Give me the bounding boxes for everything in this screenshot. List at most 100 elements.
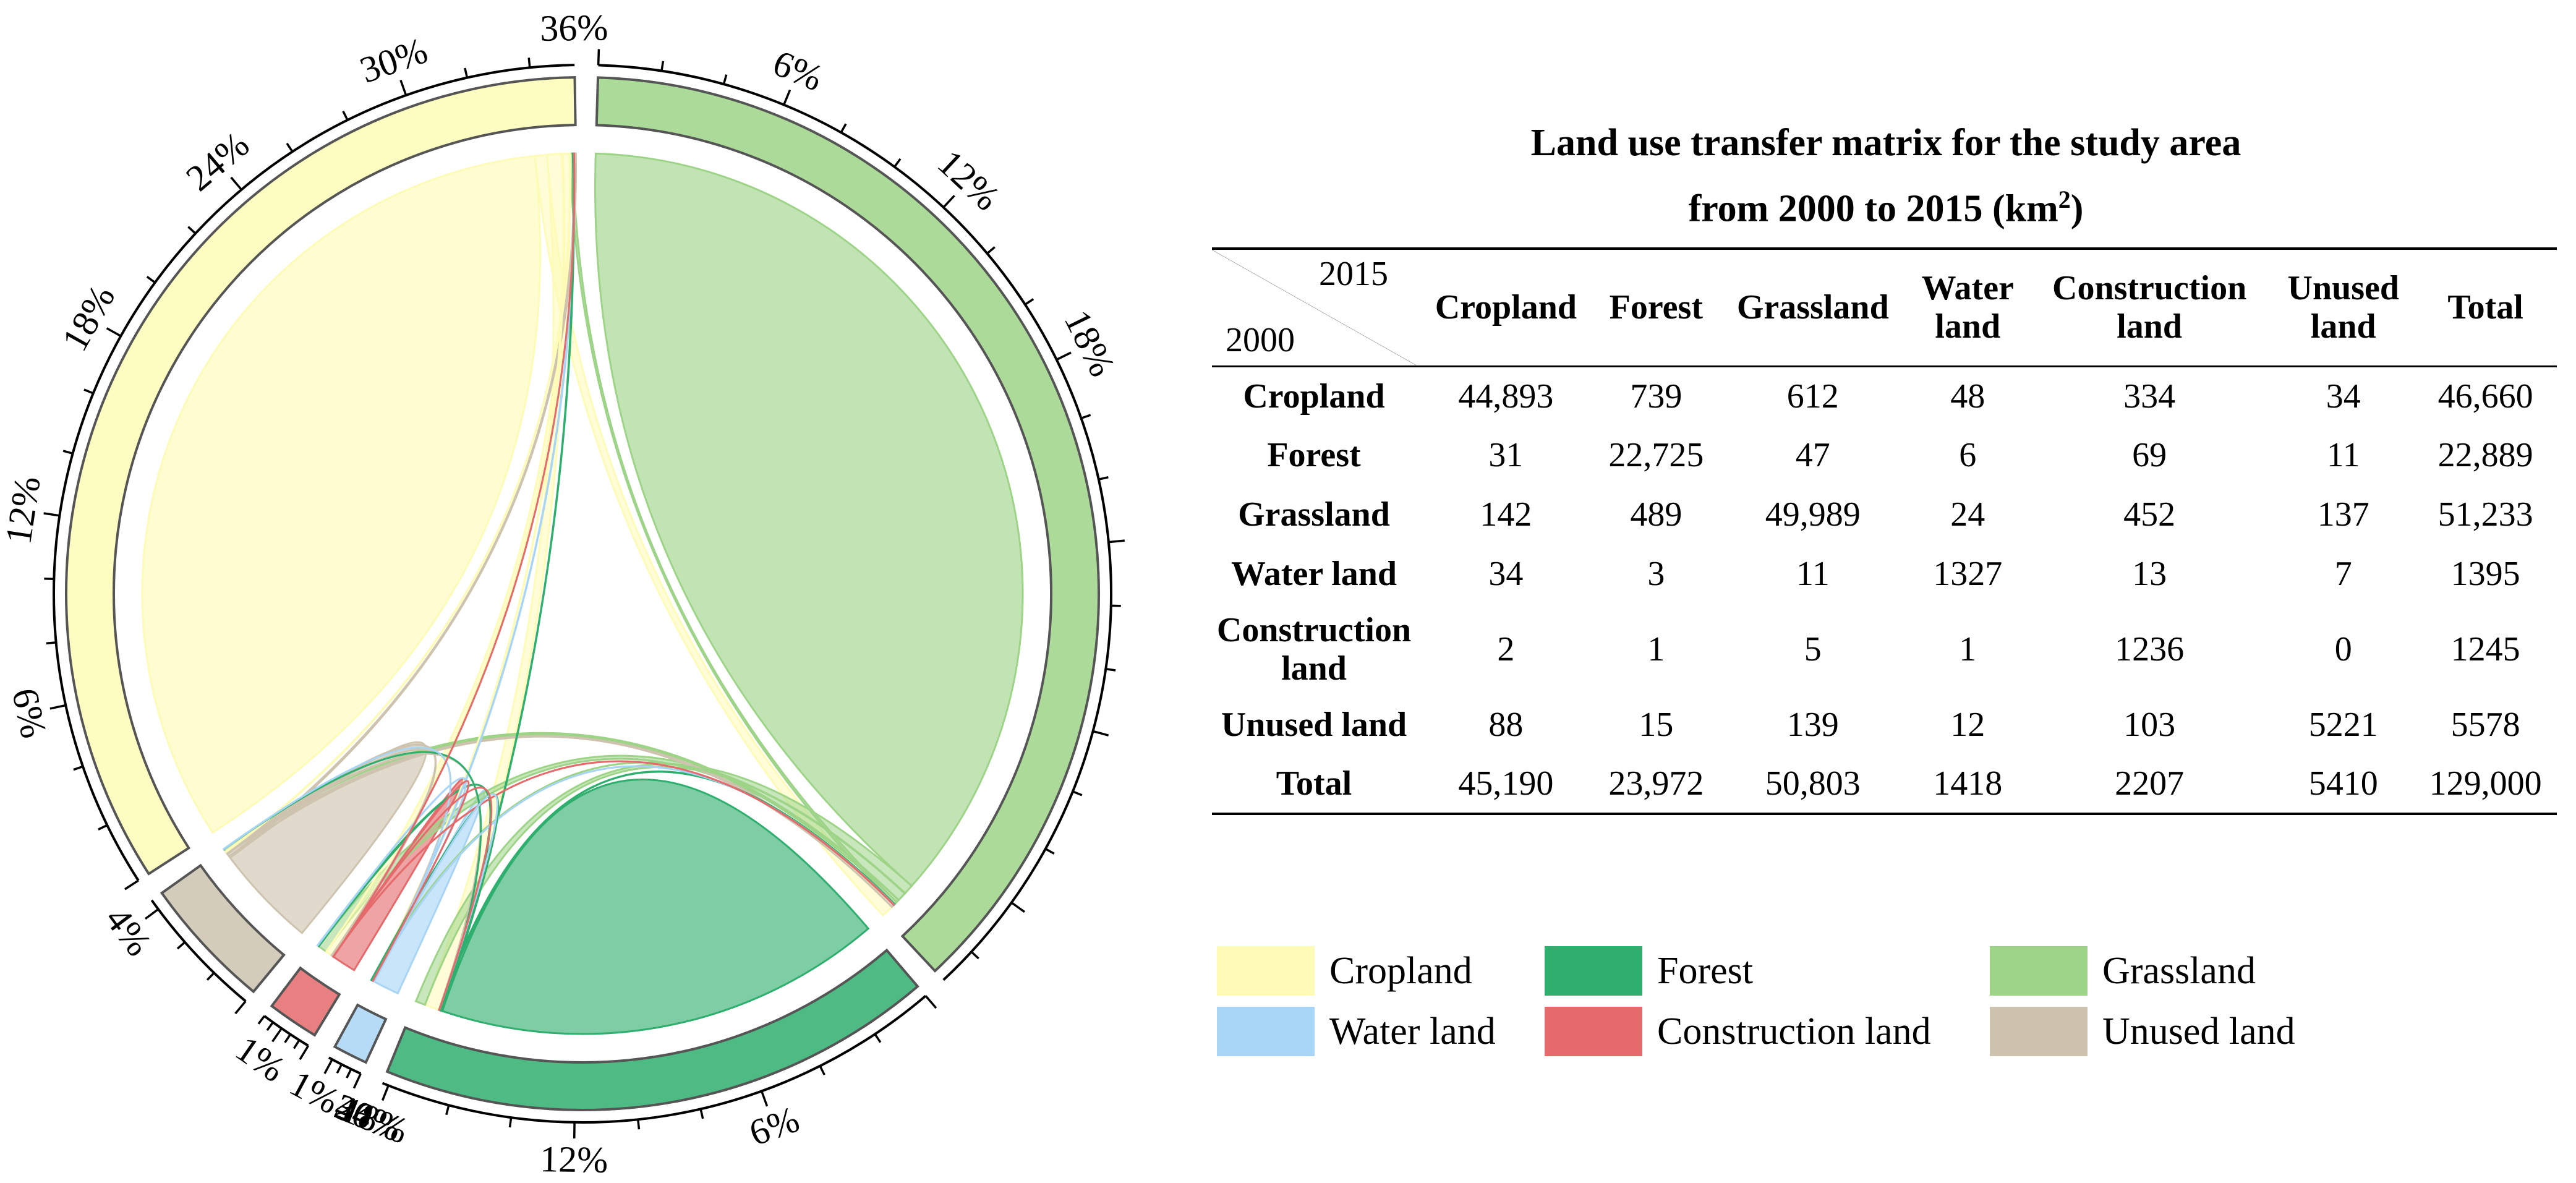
ring-segment-construction-land xyxy=(270,966,341,1037)
ring-tick xyxy=(106,327,122,337)
ribbon-forest-to-grassland xyxy=(438,771,897,1012)
ring-tick xyxy=(342,110,349,121)
table-cell: 46,660 xyxy=(2437,377,2533,416)
ribbon-grassland-to-grassland xyxy=(594,152,1024,887)
ring-tick-label: 1% xyxy=(229,1028,292,1090)
ring-tick xyxy=(1010,902,1026,913)
table-row: Cropland 44,893 739 612 48 334 34 46,660 xyxy=(1212,366,2557,425)
column-header-total: Total xyxy=(2447,288,2523,327)
ring-tick xyxy=(699,1108,704,1119)
table-cell: 49,989 xyxy=(1765,495,1861,534)
ring-tick xyxy=(722,74,728,85)
table-cell: 6 xyxy=(1959,436,1977,474)
ring-tick xyxy=(761,1090,769,1107)
table-cell: 22,725 xyxy=(1608,436,1704,474)
ring-tick xyxy=(819,1066,825,1075)
table-cell: 13 xyxy=(2132,555,2167,593)
ring-segment-water-land xyxy=(333,1003,388,1064)
legend-swatch-cropland xyxy=(1217,946,1315,996)
ring-tick-label: 30% xyxy=(355,30,433,91)
ring-tick xyxy=(893,158,902,168)
legend-label: Unused land xyxy=(2102,1010,2295,1053)
column-header-water-land: Water land xyxy=(1921,269,2014,346)
ring-tick xyxy=(62,450,74,455)
ring-tick-label: 12% xyxy=(0,474,48,547)
table-title-line1: Land use transfer matrix for the study a… xyxy=(1530,122,2241,164)
ring-tick xyxy=(266,1022,274,1031)
legend-label: Cropland xyxy=(1329,949,1472,992)
ring-axis-grassland xyxy=(598,64,1112,981)
table-title-line2-text: from 2000 to 2015 (km xyxy=(1688,187,2058,230)
ring-tick xyxy=(1093,730,1109,737)
ribbon-construction-land-to-cropland xyxy=(332,152,576,959)
table-cell: 334 xyxy=(2123,377,2176,416)
table-cell: 1 xyxy=(1647,630,1665,668)
legend-item-water-land: Water land xyxy=(1217,1007,1496,1056)
legend-swatch-forest xyxy=(1545,946,1642,996)
legend-item-cropland: Cropland xyxy=(1217,946,1472,996)
table-cell: 7 xyxy=(2334,555,2352,593)
legend-label: Forest xyxy=(1657,949,1753,992)
legend: Cropland Forest Grassland Water land Constru… xyxy=(1217,946,2576,1064)
table-cell: 0 xyxy=(2334,630,2352,668)
table-cell: 612 xyxy=(1786,377,1839,416)
legend-item-forest: Forest xyxy=(1545,946,1753,996)
table-cell: 50,803 xyxy=(1765,764,1861,803)
legend-item-grassland: Grassland xyxy=(1990,946,2256,996)
table-cell: 34 xyxy=(2326,377,2361,416)
ring-tick-label: 36% xyxy=(540,7,608,49)
column-header-grassland: Grassland xyxy=(1736,288,1889,327)
table-cell: 1236 xyxy=(2115,630,2185,668)
ring-tick-label: 4% xyxy=(97,899,160,963)
ring-tick-label: 6% xyxy=(744,1098,804,1153)
ring-tick xyxy=(323,1059,333,1074)
ring-axis-unused-land xyxy=(150,899,247,1002)
ring-tick xyxy=(257,1015,265,1025)
table-row: Forest 31 22,725 47 6 69 11 22,889 xyxy=(1212,425,2557,485)
ring-tick xyxy=(1106,668,1116,672)
ring-tick xyxy=(1080,414,1091,420)
ring-tick xyxy=(234,1000,247,1015)
table-cell: 5221 xyxy=(2308,706,2378,744)
ring-tick xyxy=(145,908,159,920)
ring-axis-cropland xyxy=(53,64,575,881)
row-header-construction-land: Construction land xyxy=(1216,611,1412,688)
legend-swatch-water-land xyxy=(1217,1007,1315,1056)
table-cell: 1327 xyxy=(1933,555,2003,593)
ring-tick xyxy=(970,950,979,960)
table-cell: 142 xyxy=(1480,495,1532,534)
table-cell: 34 xyxy=(1488,555,1524,593)
row-header-water-land: Water land xyxy=(1230,555,1397,593)
chord-ribbons xyxy=(141,152,1024,1035)
table-corner-cell: 2015 2000 xyxy=(1212,249,1416,366)
ring-tick xyxy=(527,58,531,68)
ring-axis-forest xyxy=(382,994,927,1124)
ring-tick xyxy=(399,79,407,96)
ring-tick xyxy=(1108,539,1125,544)
ring-segments xyxy=(64,76,1100,1111)
table-cell: 5 xyxy=(1804,630,1822,668)
table-cell: 103 xyxy=(2123,706,2176,744)
ribbon-unused-land-to-unused-land xyxy=(229,741,427,934)
table-row: Construction land 2 1 5 1 1236 0 1245 xyxy=(1212,604,2557,695)
ring-tick xyxy=(292,1040,301,1049)
table-cell: 2207 xyxy=(2115,764,2185,803)
legend-swatch-unused-land xyxy=(1990,1007,2088,1056)
table-cell: 69 xyxy=(2132,436,2167,474)
ring-tick xyxy=(1024,298,1034,305)
table-title-line2-end: ) xyxy=(2070,187,2084,230)
table-title-superscript: 2 xyxy=(2058,186,2071,213)
table-cell: 2 xyxy=(1497,630,1515,668)
column-header-construction-land: Construction land xyxy=(2052,269,2247,346)
chord-diagram: 6%12%18%6%12%18%24%30%36%40%1%1%4%6%12%1… xyxy=(0,7,1125,1181)
ring-tick xyxy=(124,879,139,890)
ring-tick xyxy=(381,1085,390,1101)
table-row: Total 45,190 23,972 50,803 1418 2207 5410 129,0… xyxy=(1212,754,2557,814)
table-cell: 137 xyxy=(2317,495,2369,534)
table-cell: 51,233 xyxy=(2437,495,2533,534)
ring-tick xyxy=(176,941,186,950)
row-header-grassland: Grassland xyxy=(1238,495,1390,534)
ring-tick xyxy=(942,195,955,208)
table-cell: 739 xyxy=(1630,377,1683,416)
legend-item-construction-land: Construction land xyxy=(1545,1007,1931,1056)
